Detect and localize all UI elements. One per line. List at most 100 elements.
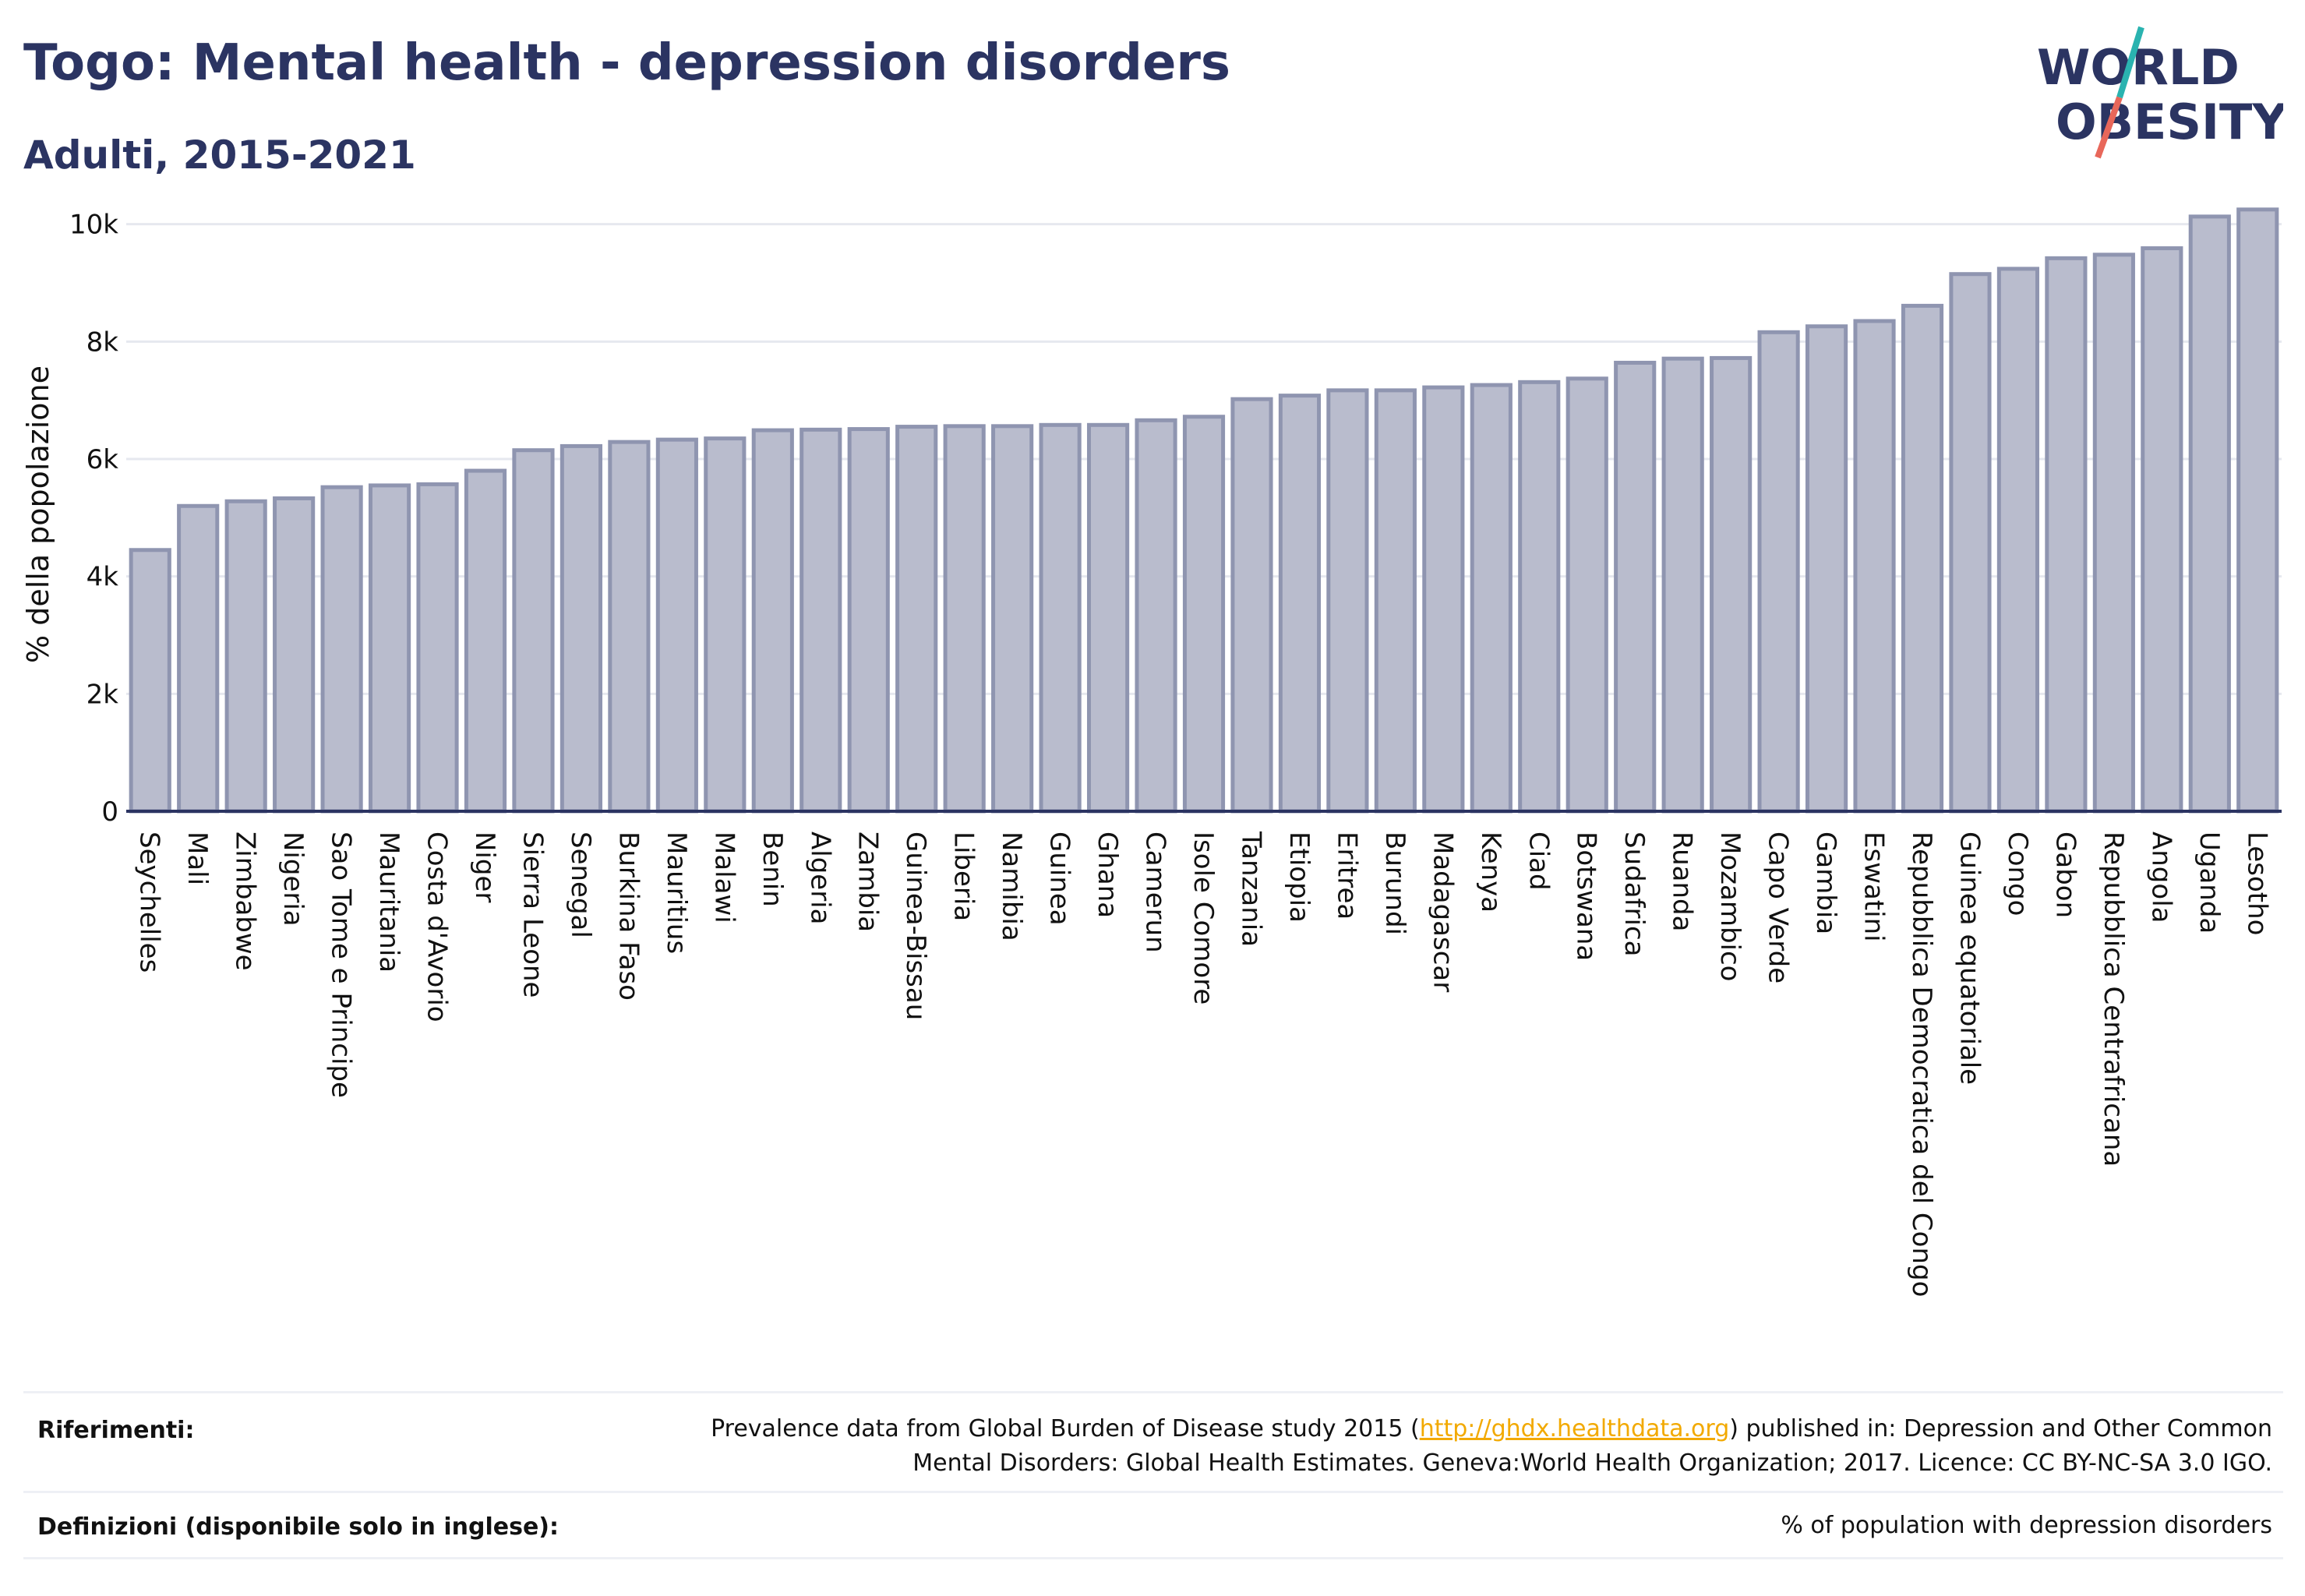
bar[interactable] xyxy=(1374,388,1417,814)
bar[interactable] xyxy=(1422,385,1465,814)
x-tick-label: Uganda xyxy=(2194,832,2225,934)
x-tick-label: Mali xyxy=(182,832,213,885)
x-tick-label: Madagascar xyxy=(1427,832,1458,992)
x-tick-label: Angola xyxy=(2145,832,2176,923)
y-axis-label: % della popolazione xyxy=(21,365,55,663)
bar[interactable] xyxy=(224,499,267,814)
bar[interactable] xyxy=(1805,324,1848,814)
bar[interactable] xyxy=(655,437,698,814)
bar[interactable] xyxy=(1326,388,1369,814)
bar[interactable] xyxy=(1996,267,2040,814)
references-link[interactable]: http://ghdx.healthdata.org xyxy=(1419,1415,1730,1442)
x-tick-label: Tanzania xyxy=(1235,831,1266,947)
x-tick-label: Zambia xyxy=(852,832,884,932)
bar[interactable] xyxy=(1230,397,1273,814)
x-tick-label: Sudafrica xyxy=(1618,832,1650,956)
bar[interactable] xyxy=(800,427,842,814)
footer: Riferimenti: Prevalence data from Global… xyxy=(23,1391,2283,1561)
bar[interactable] xyxy=(416,482,459,814)
y-tick-label: 8k xyxy=(86,327,119,358)
bar[interactable] xyxy=(895,425,938,814)
bar-chart: 0 2k 4k 6k 8k 10k Seychelles Mali Zimbabwe Niger… xyxy=(21,207,2282,1297)
bar[interactable] xyxy=(1182,415,1226,814)
bar[interactable] xyxy=(320,485,363,814)
bar[interactable] xyxy=(1135,418,1177,814)
definitions-row: Definizioni (disponibile solo in inglese… xyxy=(23,1491,2283,1557)
x-tick-label: Capo Verde xyxy=(1763,832,1794,983)
bar[interactable] xyxy=(2188,214,2231,814)
x-tick-label: Nigeria xyxy=(277,832,309,927)
definitions-text: % of population with depression disorder… xyxy=(1781,1512,2272,1539)
x-tick-label: Algeria xyxy=(804,832,835,924)
y-tick-label: 10k xyxy=(69,210,118,241)
x-tick-label: Guinea equatoriale xyxy=(1954,832,1985,1085)
bar[interactable] xyxy=(368,483,411,814)
y-axis-ticks: 0 2k 4k 6k 8k 10k xyxy=(69,210,118,828)
x-tick-label: Congo xyxy=(2002,832,2033,916)
bar[interactable] xyxy=(943,424,986,814)
x-tick-label: Lesotho xyxy=(2241,832,2272,935)
logo-mark: WORLD OBESITY xyxy=(2037,26,2288,159)
chart-title: Togo: Mental health - depression disorde… xyxy=(23,34,1230,92)
x-tick-label: Sierra Leone xyxy=(517,832,548,998)
x-tick-label: Niger xyxy=(469,832,500,902)
bar[interactable] xyxy=(1853,319,1896,814)
x-tick-label: Gabon xyxy=(2049,832,2081,918)
bar[interactable] xyxy=(2045,256,2088,814)
bar[interactable] xyxy=(1278,394,1322,814)
bar[interactable] xyxy=(1086,422,1130,814)
y-tick-label: 6k xyxy=(86,444,119,475)
bar[interactable] xyxy=(1039,422,1082,814)
x-tick-label: Repubblica Democratica del Congo xyxy=(1906,832,1937,1297)
bar[interactable] xyxy=(2141,246,2183,814)
references-row: Riferimenti: Prevalence data from Global… xyxy=(23,1391,2283,1491)
logo-text-obesity: OBESITY xyxy=(2056,94,2283,150)
x-tick-label: Kenya xyxy=(1475,832,1506,913)
x-tick-label: Camerun xyxy=(1140,832,1171,953)
x-tick-label: Mozambico xyxy=(1714,832,1746,981)
bar[interactable] xyxy=(559,443,603,814)
x-tick-label: Burkina Faso xyxy=(612,832,644,1001)
bar[interactable] xyxy=(273,496,316,814)
x-tick-label: Sao Tome e Principe xyxy=(326,832,357,1098)
x-tick-label: Guinea-Bissau xyxy=(900,832,931,1020)
x-tick-label: Benin xyxy=(757,832,788,907)
bar[interactable] xyxy=(177,503,220,814)
bar[interactable] xyxy=(751,428,794,814)
logo-slash-top xyxy=(2116,26,2144,99)
bar[interactable] xyxy=(1614,360,1657,814)
bar[interactable] xyxy=(1661,356,1704,814)
x-tick-label: Malawi xyxy=(708,832,740,923)
x-tick-label: Burundi xyxy=(1379,832,1410,935)
bar[interactable] xyxy=(129,548,171,814)
bar[interactable] xyxy=(1710,355,1753,814)
x-tick-label: Ciad xyxy=(1523,832,1554,891)
bar[interactable] xyxy=(1901,303,1944,814)
bar[interactable] xyxy=(512,448,555,814)
y-tick-label: 2k xyxy=(86,679,119,710)
bar[interactable] xyxy=(847,427,890,814)
world-obesity-logo: WORLD OBESITY xyxy=(2034,23,2288,164)
bar[interactable] xyxy=(1757,330,1800,814)
bar[interactable] xyxy=(1518,380,1561,814)
bar[interactable] xyxy=(1949,272,1992,814)
x-tick-label: Eswatini xyxy=(1858,832,1890,942)
logo-slash-bottom xyxy=(2095,96,2123,159)
bar[interactable] xyxy=(608,440,651,814)
bar[interactable] xyxy=(704,436,747,814)
x-tick-label: Ruanda xyxy=(1667,832,1698,931)
x-tick-label: Eritrea xyxy=(1331,832,1362,920)
bar[interactable] xyxy=(464,468,507,814)
references-label: Riferimenti: xyxy=(37,1417,195,1444)
y-tick-label: 4k xyxy=(86,562,119,593)
bar[interactable] xyxy=(991,424,1034,814)
x-tick-label: Seychelles xyxy=(134,832,165,973)
bar[interactable] xyxy=(1565,376,1608,814)
bar[interactable] xyxy=(2092,252,2135,814)
x-tick-label: Senegal xyxy=(565,832,596,938)
x-tick-label: Mauritania xyxy=(373,832,404,973)
bar[interactable] xyxy=(1470,383,1513,814)
bar[interactable] xyxy=(2236,207,2279,814)
logo-text-world: WORLD xyxy=(2037,39,2240,96)
x-tick-label: Ghana xyxy=(1092,832,1123,918)
